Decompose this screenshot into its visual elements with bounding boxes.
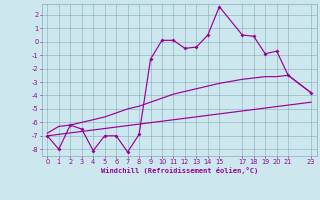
X-axis label: Windchill (Refroidissement éolien,°C): Windchill (Refroidissement éolien,°C) bbox=[100, 167, 258, 174]
